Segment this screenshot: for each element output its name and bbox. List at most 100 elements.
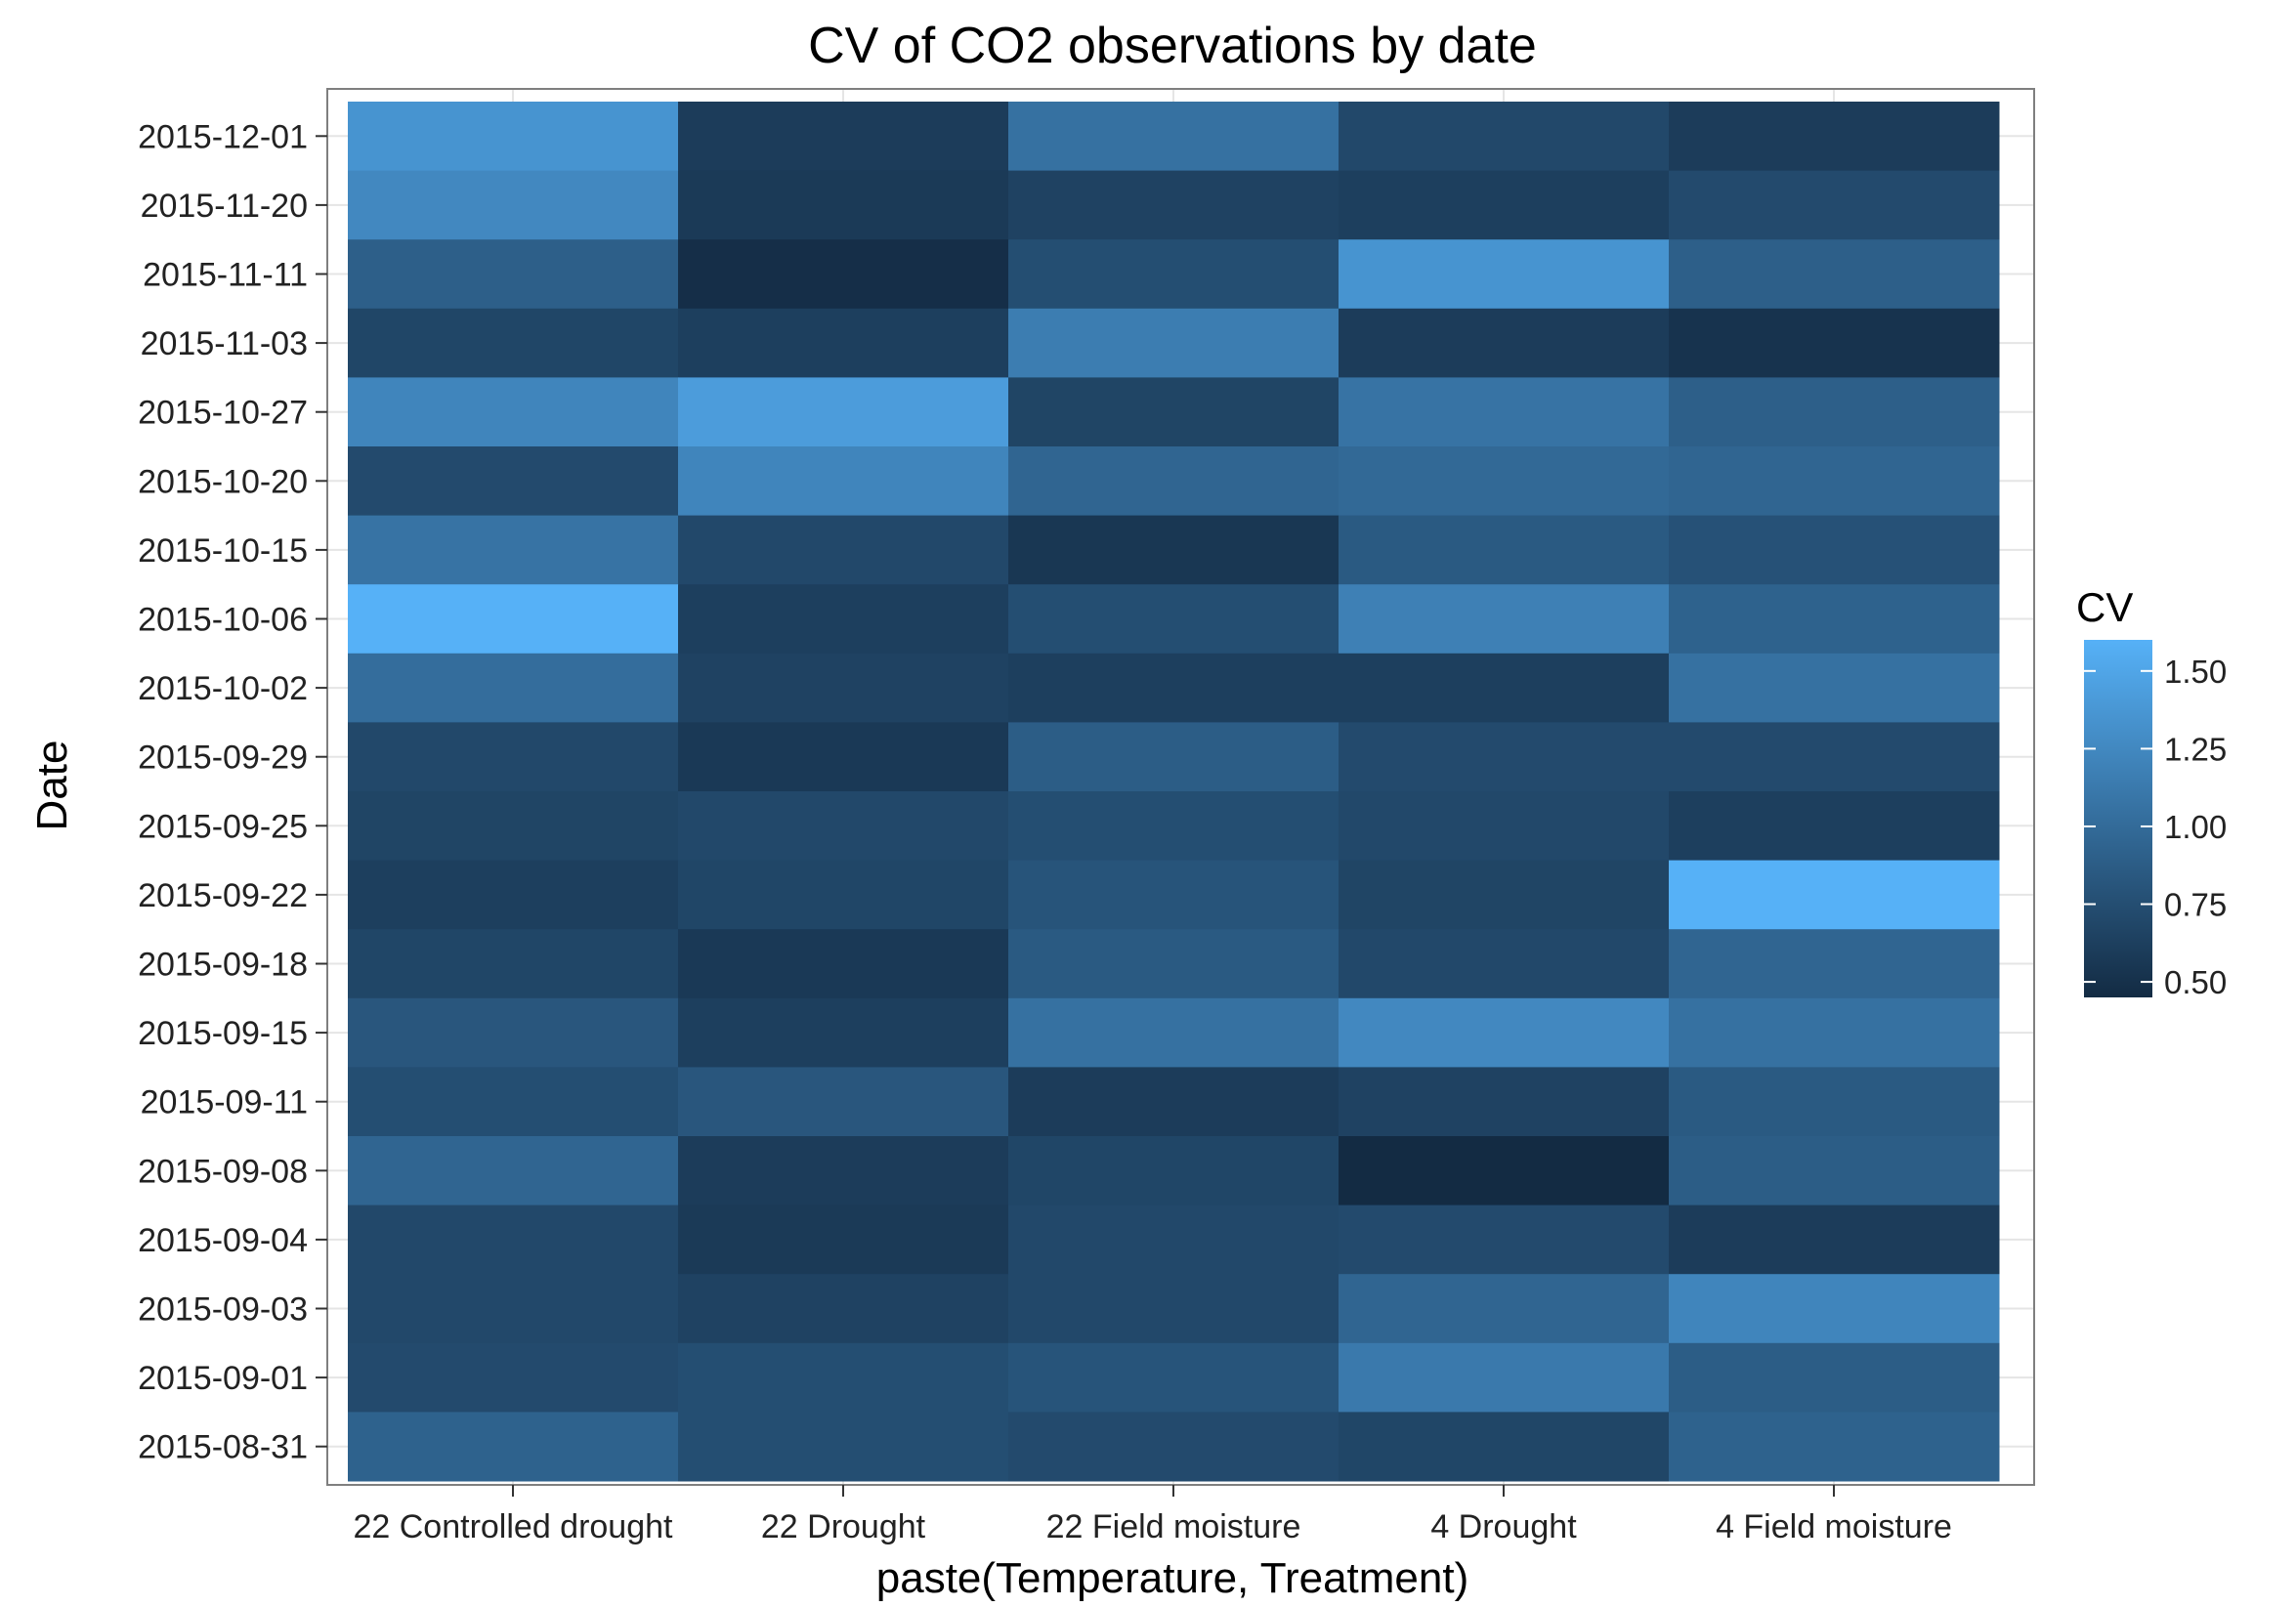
heatmap-cell — [1669, 377, 2000, 447]
heatmap-cell — [678, 377, 1009, 447]
heatmap-cell — [348, 584, 679, 655]
heatmap-cell — [1669, 1412, 2000, 1482]
heatmap-cell — [678, 446, 1009, 517]
heatmap-cell — [348, 515, 679, 585]
heatmap-cell — [348, 1067, 679, 1137]
heatmap-cell — [678, 1205, 1009, 1275]
heatmap-cell — [1008, 1274, 1339, 1344]
heatmap-cell — [1008, 102, 1339, 172]
heatmap-cell — [1008, 584, 1339, 655]
legend-title: CV — [2076, 584, 2133, 630]
chart-title: CV of CO2 observations by date — [808, 18, 1537, 74]
heatmap-cell — [1008, 1136, 1339, 1206]
heatmap-cell — [678, 722, 1009, 792]
heatmap-cell — [1339, 446, 1670, 517]
heatmap-cell — [678, 1136, 1009, 1206]
y-tick-label: 2015-08-31 — [138, 1429, 308, 1466]
legend-color-bar — [2084, 640, 2152, 997]
heatmap-cell — [1669, 308, 2000, 378]
heatmap-cell — [1008, 860, 1339, 930]
heatmap-cell — [1669, 239, 2000, 310]
heatmap-cell — [348, 239, 679, 310]
heatmap-cell — [678, 997, 1009, 1068]
heatmap-cell — [1339, 515, 1670, 585]
heatmap-cell — [1339, 791, 1670, 862]
heatmap-cell — [1008, 515, 1339, 585]
heatmap-cells — [348, 102, 2000, 1482]
heatmap-cell — [1008, 722, 1339, 792]
heatmap-cell — [1669, 170, 2000, 240]
heatmap-cell — [1669, 653, 2000, 723]
y-tick-label: 2015-09-15 — [138, 1015, 308, 1052]
legend: CV 0.50 0.75 1.00 1.25 1.50 — [2076, 584, 2227, 1000]
heatmap-cell — [348, 1412, 679, 1482]
x-tick-label: 4 Drought — [1430, 1508, 1577, 1545]
heatmap-cell — [1669, 446, 2000, 517]
heatmap-cell — [678, 102, 1009, 172]
heatmap-cell — [1008, 1067, 1339, 1137]
legend-tick-label: 0.75 — [2164, 887, 2227, 923]
y-tick-label: 2015-09-01 — [138, 1360, 308, 1397]
plot-panel-border — [326, 88, 2035, 1486]
heatmap-cell — [348, 653, 679, 723]
heatmap-cell — [678, 860, 1009, 930]
heatmap-cell — [678, 929, 1009, 999]
legend-ticks: 0.50 0.75 1.00 1.25 1.50 — [2084, 654, 2227, 1000]
heatmap-cell — [1339, 377, 1670, 447]
heatmap-cell — [1669, 584, 2000, 655]
heatmap-cell — [348, 722, 679, 792]
y-tick-label: 2015-11-11 — [143, 257, 308, 294]
heatmap-cell — [1008, 997, 1339, 1068]
y-tick-label: 2015-11-20 — [141, 188, 308, 225]
heatmap-cell — [1339, 584, 1670, 655]
heatmap-cell — [1339, 1067, 1670, 1137]
y-tick-label: 2015-09-25 — [138, 808, 308, 845]
heatmap-cell — [678, 584, 1009, 655]
heatmap-cell — [348, 102, 679, 172]
legend-tick-label: 1.00 — [2164, 809, 2227, 845]
legend-tick-label: 1.50 — [2164, 654, 2227, 690]
heatmap-cell — [678, 1274, 1009, 1344]
heatmap-cell — [1008, 929, 1339, 999]
heatmap-cell — [1669, 1342, 2000, 1413]
y-tick-label: 2015-09-29 — [138, 740, 308, 777]
heatmap-cell — [348, 791, 679, 862]
heatmap-cell — [1008, 1342, 1339, 1413]
heatmap-cell — [1339, 1412, 1670, 1482]
y-tick-label: 2015-10-06 — [138, 602, 308, 639]
heatmap-cell — [1669, 1205, 2000, 1275]
heatmap-cell — [1669, 1136, 2000, 1206]
heatmap-cell — [1339, 102, 1670, 172]
heatmap-cell — [1339, 1205, 1670, 1275]
heatmap-cell — [678, 308, 1009, 378]
y-tick-label: 2015-10-15 — [138, 532, 308, 570]
heatmap-cell — [348, 377, 679, 447]
heatmap-cell — [1669, 1274, 2000, 1344]
heatmap-cell — [678, 170, 1009, 240]
y-tick-label: 2015-11-03 — [141, 325, 308, 362]
heatmap-cell — [1669, 791, 2000, 862]
heatmap-cell — [1669, 102, 2000, 172]
heatmap-cell — [1339, 308, 1670, 378]
heatmap-cell — [348, 1274, 679, 1344]
heatmap-cell — [1669, 1067, 2000, 1137]
heatmap-cell — [1339, 1136, 1670, 1206]
heatmap-cell — [348, 446, 679, 517]
heatmap-cell — [1669, 997, 2000, 1068]
heatmap-cell — [678, 791, 1009, 862]
y-tick-label: 2015-09-03 — [138, 1291, 308, 1329]
legend-tick-label: 1.25 — [2164, 731, 2227, 767]
legend-tick-label: 0.50 — [2164, 964, 2227, 1000]
x-tick-label: 22 Field moisture — [1046, 1508, 1301, 1545]
heatmap-cell — [1339, 170, 1670, 240]
heatmap-cell — [678, 653, 1009, 723]
heatmap-cell — [1008, 239, 1339, 310]
x-tick-label: 22 Drought — [761, 1508, 926, 1545]
y-axis-title: Date — [28, 740, 76, 831]
heatmap-cell — [348, 170, 679, 240]
heatmap-cell — [1008, 1412, 1339, 1482]
heatmap-cell — [1008, 170, 1339, 240]
y-tick-label: 2015-09-22 — [138, 877, 308, 914]
y-tick-label: 2015-12-01 — [138, 118, 308, 155]
